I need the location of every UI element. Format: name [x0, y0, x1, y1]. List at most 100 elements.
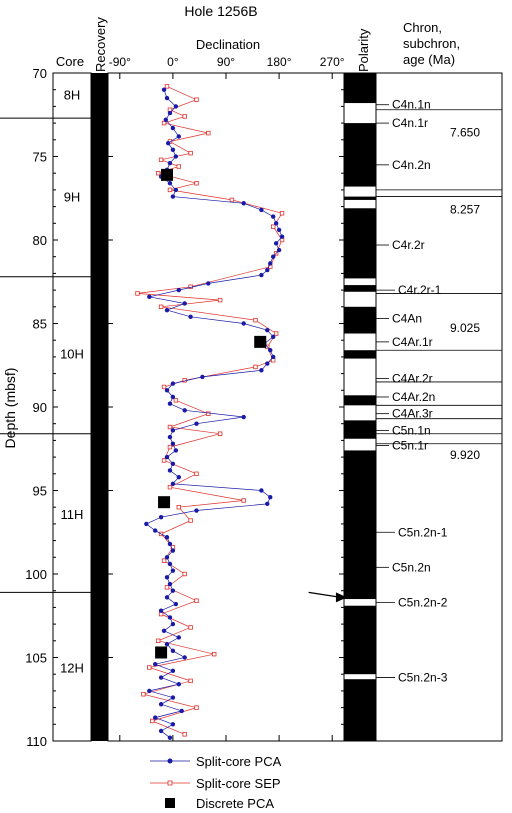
data-point: [163, 117, 169, 122]
split-core-pcaseries: [144, 87, 285, 740]
data-point: [182, 655, 187, 660]
y-tick-label: 80: [33, 233, 47, 248]
data-point: [170, 194, 176, 199]
discrete-pcaseries: [155, 168, 267, 659]
polarity-normal-block: [344, 196, 376, 200]
data-point: [176, 474, 181, 480]
data-point: [241, 414, 246, 420]
data-point: [155, 170, 161, 176]
chron-label: C4Ar.3r: [392, 407, 433, 421]
data-point: [135, 291, 140, 296]
y-tick-label: 110: [26, 734, 47, 749]
core-header: Core: [56, 54, 84, 69]
data-point: [268, 348, 273, 353]
data-point: [182, 114, 187, 119]
data-point: [188, 518, 193, 523]
data-point: [158, 675, 164, 680]
data-point: [164, 307, 170, 313]
polarity-normal-block: [344, 208, 376, 279]
arrow-head: [335, 592, 347, 603]
data-point: [182, 732, 187, 737]
data-point: [173, 187, 179, 193]
data-point: [200, 374, 205, 380]
core-label: 10H: [60, 347, 84, 362]
data-point: [147, 688, 152, 694]
data-point: [164, 454, 170, 460]
data-point: [188, 678, 193, 684]
polarity-normal-block: [344, 306, 376, 334]
polarity-column: [343, 72, 377, 742]
data-point: [147, 294, 152, 299]
data-point: [170, 481, 176, 487]
data-point: [164, 388, 170, 393]
data-point: [229, 197, 235, 203]
data-point: [259, 368, 264, 373]
series-line: [145, 89, 283, 738]
data-point: [206, 130, 211, 136]
data-point: [241, 201, 246, 206]
data-point: [167, 181, 173, 186]
data-point: [271, 254, 276, 259]
data-point: [167, 424, 173, 430]
data-point: [164, 575, 170, 580]
arrow-line: [308, 591, 342, 598]
data-point: [271, 334, 276, 340]
data-point: [147, 665, 152, 670]
core-label: 9H: [64, 190, 81, 205]
y-tick-label: 95: [33, 484, 47, 499]
chron-label: C5n.1r: [392, 438, 428, 452]
x-tick-label: 90°: [217, 55, 235, 69]
data-point: [173, 154, 179, 159]
data-point: [167, 468, 173, 473]
polarity-normal-block: [344, 73, 376, 104]
chron-header-3: age (Ma): [403, 52, 455, 67]
y-axis-label: Depth (mbsf): [2, 368, 18, 449]
data-point: [167, 541, 173, 547]
data-point: [270, 224, 276, 229]
data-point: [155, 646, 168, 659]
data-point: [254, 335, 267, 348]
data-point: [158, 702, 164, 707]
data-point: [164, 555, 170, 560]
data-point: [179, 708, 184, 714]
plot-frame: [107, 72, 345, 742]
y-tick-label: 75: [33, 150, 47, 165]
polarity-normal-block: [344, 420, 376, 439]
data-point: [217, 431, 223, 436]
chron-label: C4r.2r: [392, 238, 425, 252]
data-point: [150, 718, 155, 724]
data-point: [265, 267, 270, 273]
polarity-normal-block: [344, 285, 376, 292]
data-point: [170, 568, 176, 573]
data-point: [170, 722, 176, 727]
data-point: [158, 157, 164, 163]
y-tick-label: 85: [33, 317, 47, 332]
core-column-frame: [52, 72, 92, 742]
data-point: [164, 641, 170, 647]
data-point: [167, 110, 173, 116]
legend: Split-core PCA Split-core SEP Discrete PCA: [150, 754, 282, 811]
data-point: [170, 548, 176, 553]
data-point: [173, 601, 179, 607]
y-tick-label: 70: [33, 66, 47, 81]
data-point: [182, 571, 187, 577]
data-point: [158, 496, 171, 509]
y-tick-label: 105: [25, 651, 47, 666]
data-point: [188, 150, 193, 156]
data-point: [164, 595, 170, 600]
data-point: [241, 498, 246, 503]
data-point: [265, 361, 270, 366]
data-point: [170, 428, 176, 433]
data-point: [259, 272, 264, 278]
x-tick-label: -90°: [109, 55, 131, 69]
x-tick-label: 0°: [167, 55, 179, 69]
data-point: [161, 168, 173, 181]
data-point: [170, 441, 176, 446]
data-point: [170, 621, 176, 627]
data-point: [164, 535, 170, 540]
data-point: [271, 354, 276, 360]
data-point: [161, 384, 167, 390]
data-point: [276, 227, 282, 233]
chron-label: C4Ar.1r: [392, 335, 433, 349]
polarity-normal-block: [344, 123, 376, 187]
